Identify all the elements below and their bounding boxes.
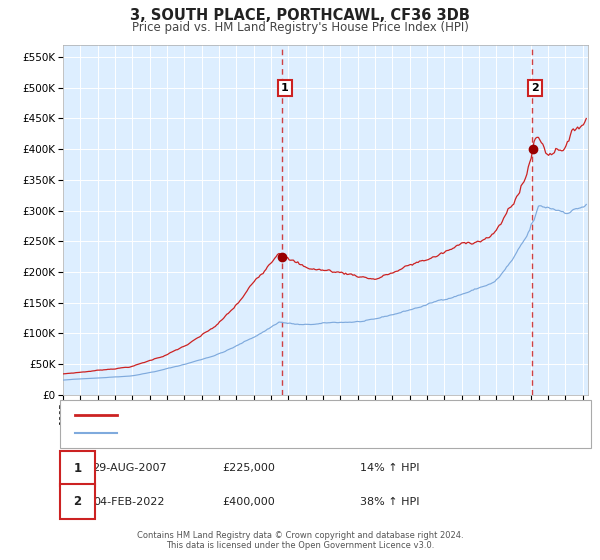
- Text: 2: 2: [531, 83, 539, 93]
- Text: £400,000: £400,000: [223, 497, 275, 507]
- Text: 04-FEB-2022: 04-FEB-2022: [93, 497, 165, 507]
- Text: 14% ↑ HPI: 14% ↑ HPI: [360, 463, 420, 473]
- Text: £225,000: £225,000: [223, 463, 275, 473]
- Text: 29-AUG-2007: 29-AUG-2007: [92, 463, 166, 473]
- Text: HPI: Average price, detached house, Bridgend: HPI: Average price, detached house, Brid…: [123, 428, 363, 438]
- Text: 3, SOUTH PLACE, PORTHCAWL, CF36 3DB: 3, SOUTH PLACE, PORTHCAWL, CF36 3DB: [130, 8, 470, 24]
- Text: 2: 2: [73, 495, 82, 508]
- Text: 1: 1: [73, 461, 82, 475]
- Text: Contains HM Land Registry data © Crown copyright and database right 2024.
This d: Contains HM Land Registry data © Crown c…: [137, 530, 463, 550]
- Text: Price paid vs. HM Land Registry's House Price Index (HPI): Price paid vs. HM Land Registry's House …: [131, 21, 469, 34]
- Text: 1: 1: [281, 83, 289, 93]
- Text: 38% ↑ HPI: 38% ↑ HPI: [360, 497, 420, 507]
- Text: 3, SOUTH PLACE, PORTHCAWL, CF36 3DB (detached house): 3, SOUTH PLACE, PORTHCAWL, CF36 3DB (det…: [123, 410, 433, 420]
